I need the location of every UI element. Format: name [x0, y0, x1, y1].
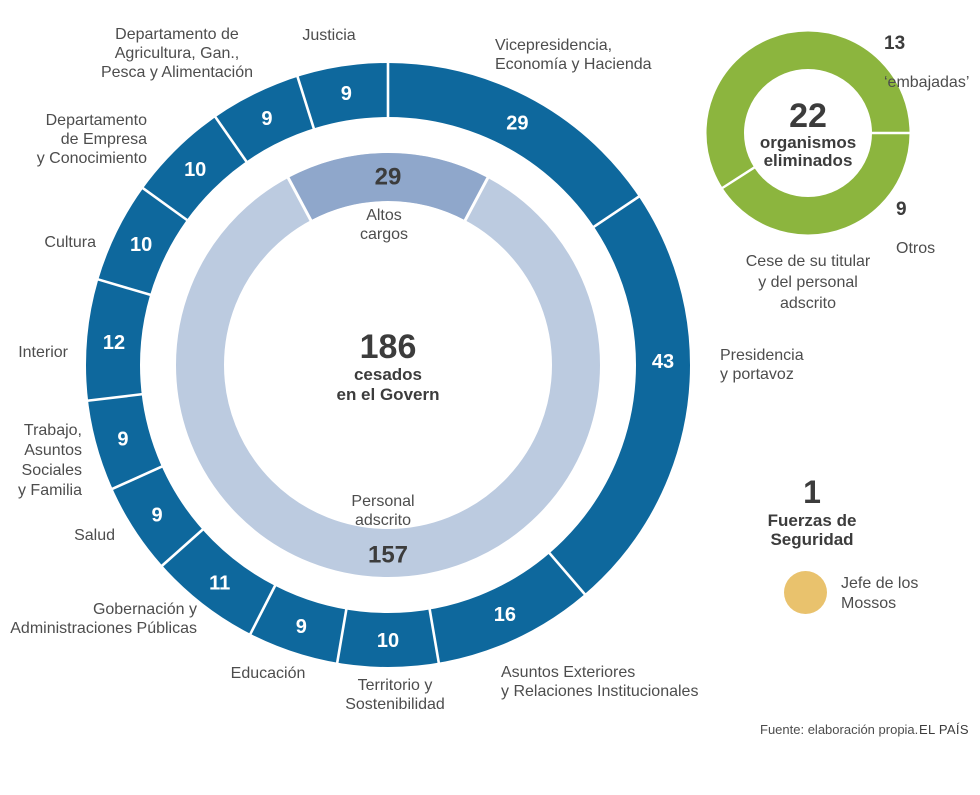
- main-segment-value: 29: [506, 112, 528, 134]
- main-segment-value: 16: [494, 604, 516, 626]
- source-credit: Fuente: elaboración propia.: [760, 722, 919, 737]
- main-ring-separator: [428, 608, 441, 664]
- inner-ring-altos: [288, 153, 488, 221]
- segment-label-interior: Interior: [18, 344, 68, 361]
- embajadas-label: ‘embajadas’: [884, 74, 970, 91]
- main-segment-value: 9: [152, 504, 163, 526]
- green-donut-total: 22: [789, 97, 827, 135]
- main-segment-value: 10: [377, 630, 399, 652]
- inner-ring-separator: [463, 176, 490, 222]
- segment-label-educacion: Educación: [230, 665, 306, 682]
- main-ring-separator: [335, 608, 348, 664]
- main-ring-separator: [160, 528, 205, 568]
- main-segment-value: 9: [117, 428, 128, 450]
- main-segment-value: 10: [130, 234, 152, 256]
- mossos-dot: [784, 571, 827, 614]
- green-segment-otros: 9 Otros: [896, 181, 935, 276]
- main-segment-value: 9: [296, 616, 307, 638]
- main-ring-separator: [97, 277, 152, 297]
- main-segment-value: 9: [261, 108, 272, 130]
- main-ring-separator: [111, 465, 164, 491]
- otros-label: Otros: [896, 240, 936, 257]
- main-donut-total: 186: [359, 328, 417, 366]
- green-donut-note: Cese de su titular y del personal adscri…: [745, 253, 871, 312]
- inner-segment-value: 157: [368, 541, 408, 568]
- green-ring-separator: [721, 166, 756, 190]
- main-ring-separator: [592, 195, 641, 229]
- main-ring-separator: [141, 186, 189, 222]
- inner-segment-value: 29: [375, 163, 402, 190]
- inner-ring-label-personal-adscrito: Personal adscrito: [351, 493, 415, 529]
- main-ring-separator: [547, 551, 587, 596]
- main-ring-separator: [248, 584, 277, 636]
- segment-label-salud: Salud: [74, 527, 115, 544]
- segment-label-agricultura: Departamento de Agricultura, Gan., Pesca…: [100, 26, 254, 81]
- embajadas-value: 13: [884, 33, 906, 54]
- green-donut-title: organismos eliminados: [759, 133, 857, 170]
- segment-label-presidencia: Presidencia y portavoz: [720, 347, 804, 383]
- segment-label-justicia: Justicia: [302, 27, 356, 44]
- segment-label-cultura: Cultura: [44, 234, 96, 251]
- inner-ring-separator: [286, 176, 313, 222]
- otros-value: 9: [896, 199, 907, 220]
- main-segment-value: 43: [652, 351, 674, 373]
- main-ring-separator: [86, 392, 143, 403]
- segment-label-trabajo: Trabajo, Asuntos Sociales y Familia: [17, 422, 82, 499]
- fuerzas-label: Fuerzas de Seguridad: [767, 511, 857, 549]
- main-segment-value: 12: [103, 332, 125, 354]
- main-ring-separator: [296, 75, 316, 130]
- main-donut-title: cesados en el Govern: [336, 365, 440, 404]
- main-segment-value: 11: [209, 572, 230, 594]
- fuerzas-value: 1: [803, 474, 821, 510]
- segment-label-territorio: Territorio y Sostenibilidad: [345, 677, 445, 713]
- main-segment-value: 10: [184, 159, 206, 181]
- brand-name: EL PAÍS: [919, 722, 969, 737]
- main-segment-value: 9: [341, 83, 352, 105]
- green-segment-embajadas: 13 ‘embajadas’: [884, 15, 969, 110]
- segment-label-gobernacion: Gobernación y Administraciones Públicas: [10, 601, 197, 637]
- mossos-label: Jefe de los Mossos: [841, 575, 919, 612]
- segment-label-empresa: Departamento de Empresa y Conocimiento: [36, 112, 147, 167]
- segment-label-vicepresidencia: Vicepresidencia, Economía y Hacienda: [495, 37, 652, 73]
- segment-label-asuntos-exteriores: Asuntos Exteriores y Relaciones Instituc…: [501, 664, 699, 700]
- inner-ring-label-altos-cargos: Altos cargos: [359, 207, 409, 243]
- main-ring-separator: [213, 115, 248, 164]
